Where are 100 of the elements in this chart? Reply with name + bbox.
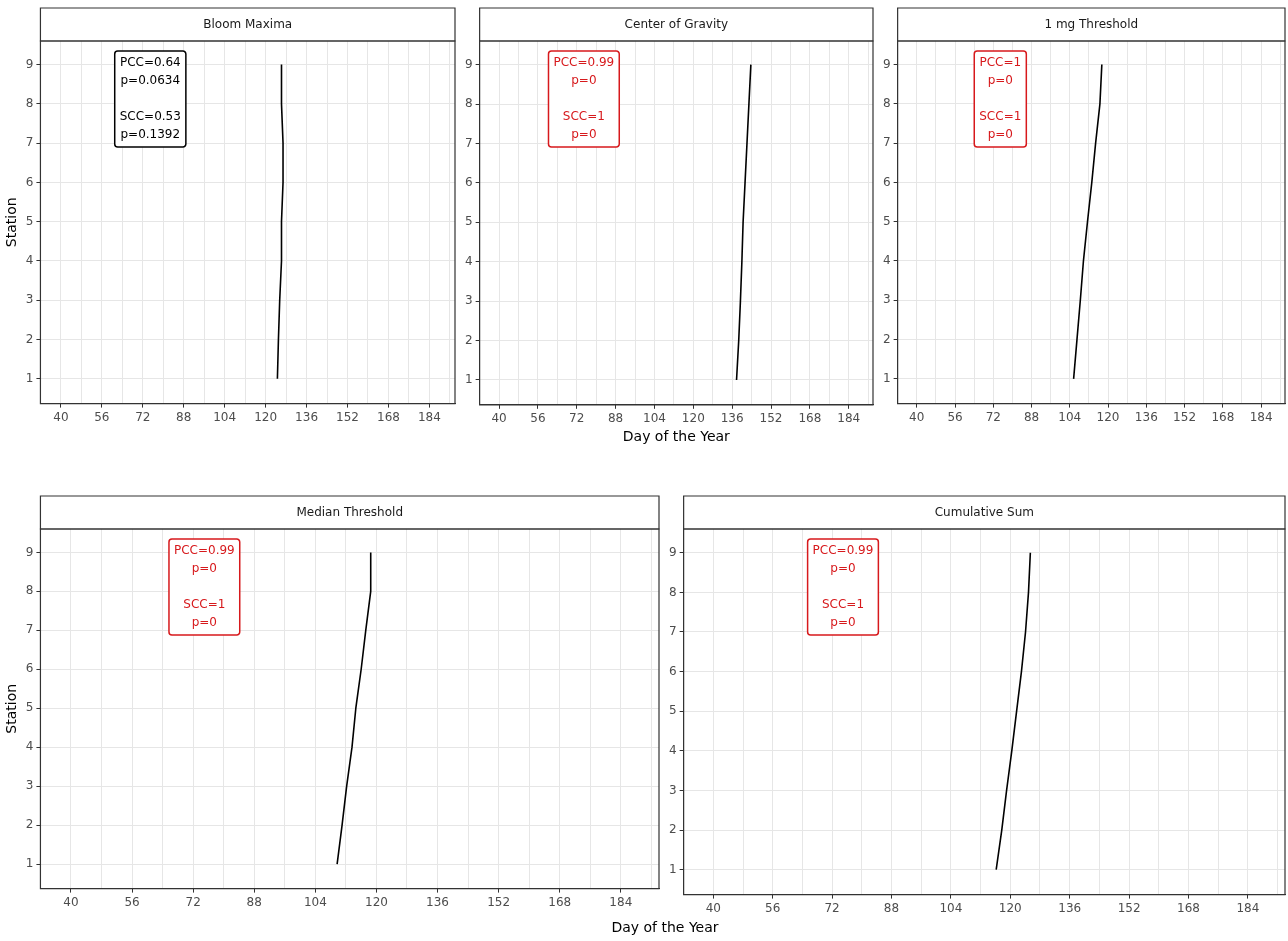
y-tick-label: 3 <box>25 778 34 793</box>
x-tick-label: 168 <box>798 411 822 426</box>
y-tick-label: 1 <box>668 861 677 876</box>
x-tick-label: 88 <box>246 894 262 909</box>
annotation: PCC=0.99 <box>553 55 615 70</box>
y-tick-label: 7 <box>464 135 473 150</box>
annotation: PCC=1 <box>979 55 1022 70</box>
x-tick-label: 184 <box>1236 900 1260 915</box>
chart-title: Bloom Maxima <box>203 16 293 31</box>
annotation: p=0.0634 <box>120 73 181 88</box>
x-tick-label: 168 <box>1211 409 1235 424</box>
annotation: SCC=1 <box>979 109 1022 124</box>
y-tick-label: 6 <box>882 174 891 189</box>
x-tick-label: 184 <box>417 409 441 424</box>
x-tick-label: 56 <box>94 409 110 424</box>
y-tick-label: 4 <box>25 253 34 268</box>
x-tick-label: 72 <box>185 894 201 909</box>
y-tick-label: 2 <box>668 822 677 837</box>
y-tick-label: 9 <box>25 544 34 559</box>
y-tick-label: 8 <box>668 584 677 599</box>
annotation: PCC=0.64 <box>119 55 181 70</box>
chart-title: Center of Gravity <box>624 16 729 31</box>
x-tick-label: 104 <box>303 894 327 909</box>
y-tick-label: 2 <box>464 332 473 347</box>
annotation: SCC=1 <box>821 597 865 612</box>
y-axis-title: Station <box>3 683 20 734</box>
y-tick-label: 8 <box>25 95 34 110</box>
x-axis-title: Day of the Year <box>622 428 731 445</box>
x-tick-label: 40 <box>53 409 69 424</box>
x-tick-label: 72 <box>135 409 151 424</box>
annotation: p=0 <box>191 561 218 576</box>
y-tick-label: 3 <box>464 293 473 308</box>
x-tick-label: 88 <box>1023 409 1040 424</box>
x-tick-label: 72 <box>824 900 840 915</box>
annotation: SCC=1 <box>562 109 605 124</box>
x-tick-label: 104 <box>643 411 666 426</box>
y-tick-label: 6 <box>668 663 677 678</box>
y-tick-label: 3 <box>25 292 34 307</box>
annotation: PCC=0.99 <box>812 543 874 558</box>
annotation: SCC=1 <box>183 597 226 612</box>
y-tick-label: 1 <box>25 370 34 385</box>
x-tick-label: 136 <box>295 409 319 424</box>
y-tick-label: 5 <box>25 213 34 228</box>
y-tick-label: 7 <box>882 135 891 150</box>
x-tick-label: 88 <box>883 900 900 915</box>
x-tick-label: 120 <box>681 411 705 426</box>
y-tick-label: 4 <box>25 739 34 754</box>
annotation: p=0 <box>571 127 597 142</box>
y-tick-label: 5 <box>464 214 473 229</box>
y-tick-label: 6 <box>25 174 34 189</box>
y-tick-label: 6 <box>464 175 473 190</box>
x-tick-label: 152 <box>759 411 783 426</box>
x-tick-label: 184 <box>609 894 633 909</box>
x-tick-label: 56 <box>947 409 963 424</box>
annotation: p=0.1392 <box>120 127 181 142</box>
x-tick-label: 152 <box>487 894 511 909</box>
y-tick-label: 8 <box>882 95 891 110</box>
y-tick-label: 9 <box>25 56 34 71</box>
annotation: p=0 <box>830 561 856 576</box>
y-tick-label: 4 <box>668 742 677 757</box>
annotation: p=0 <box>191 615 218 630</box>
y-tick-label: 5 <box>668 703 677 718</box>
x-tick-label: 56 <box>765 900 781 915</box>
chart-title: Cumulative Sum <box>934 504 1034 519</box>
annotation: p=0 <box>830 615 856 630</box>
chart-title: 1 mg Threshold <box>1044 16 1139 31</box>
x-axis-title: Day of the Year <box>611 919 719 935</box>
x-tick-label: 168 <box>377 409 400 424</box>
y-tick-label: 9 <box>882 56 891 71</box>
x-tick-label: 120 <box>254 409 278 424</box>
x-tick-label: 56 <box>124 894 140 909</box>
x-tick-label: 152 <box>1173 409 1197 424</box>
annotation: PCC=0.99 <box>173 543 235 558</box>
x-tick-label: 136 <box>426 894 449 909</box>
y-tick-label: 8 <box>25 583 34 598</box>
x-tick-label: 72 <box>985 409 1001 424</box>
y-tick-label: 7 <box>25 622 34 637</box>
y-tick-label: 4 <box>464 253 473 268</box>
x-tick-label: 40 <box>909 409 925 424</box>
annotation: p=0 <box>571 73 597 88</box>
y-axis-title: Station <box>3 197 20 248</box>
y-tick-label: 1 <box>25 856 34 871</box>
x-tick-label: 104 <box>1058 409 1082 424</box>
x-tick-label: 152 <box>336 409 359 424</box>
y-tick-label: 1 <box>882 370 891 385</box>
y-tick-label: 2 <box>882 331 891 346</box>
y-tick-label: 2 <box>25 331 34 346</box>
y-tick-label: 9 <box>464 56 473 71</box>
x-tick-label: 168 <box>1177 900 1200 915</box>
y-tick-label: 5 <box>882 213 891 228</box>
x-tick-label: 40 <box>491 411 507 426</box>
y-tick-label: 6 <box>25 661 34 676</box>
x-tick-label: 120 <box>364 894 388 909</box>
x-tick-label: 120 <box>998 900 1022 915</box>
x-tick-label: 104 <box>213 409 237 424</box>
x-tick-label: 72 <box>569 411 585 426</box>
x-tick-label: 152 <box>1117 900 1141 915</box>
x-tick-label: 184 <box>837 411 861 426</box>
x-tick-label: 168 <box>548 894 572 909</box>
x-tick-label: 136 <box>720 411 744 426</box>
